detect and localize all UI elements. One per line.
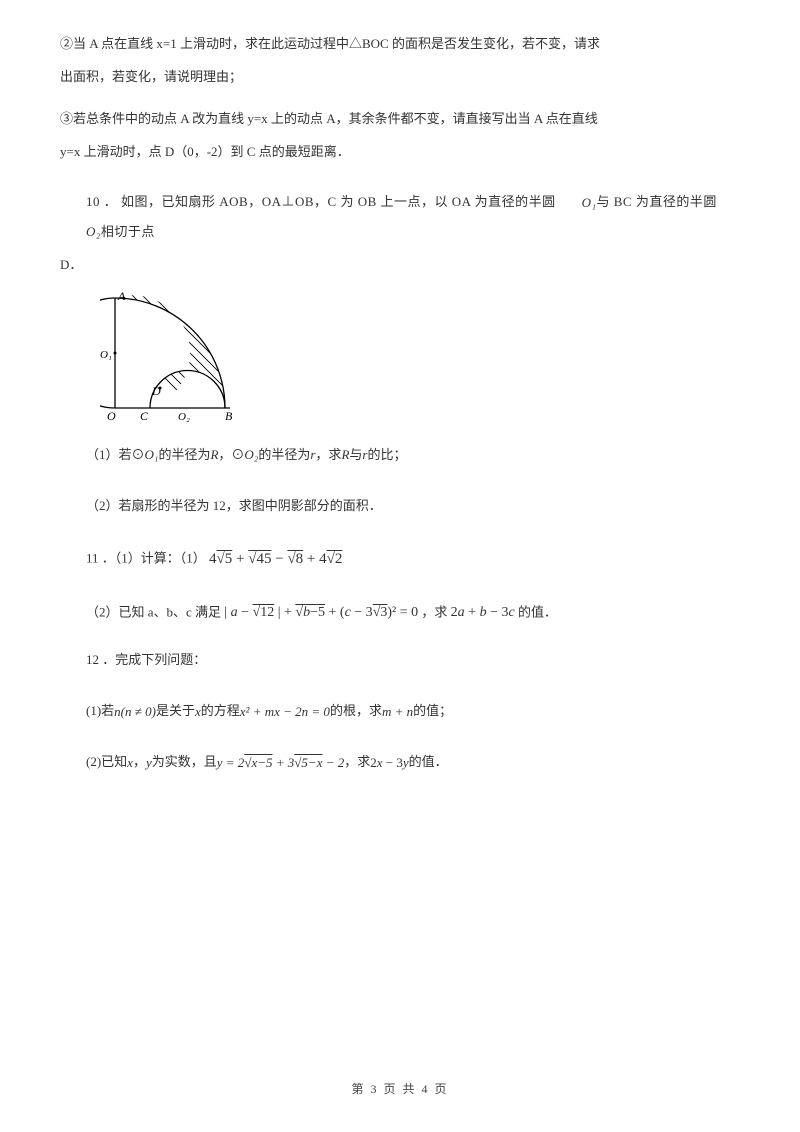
- text: 的半径为: [258, 447, 310, 462]
- text: 的根，求: [330, 703, 382, 718]
- label-o1: O₁: [100, 349, 112, 361]
- text: （2）若扇形的半径为 12，求图中阴影部分的面积．: [86, 498, 382, 513]
- question-12: 12 ．完成下列问题：: [60, 646, 740, 675]
- text: y=x 上滑动时，点 D（0，-2）到 C 点的最短距离．: [60, 144, 350, 159]
- text: 相切于点: [101, 224, 155, 239]
- question-11-2: （2）已知 a、b、c 满足 | a − √12 | + √b−5 + (c −…: [60, 598, 740, 629]
- question-12-1: (1)若n(n ≠ 0)是关于x的方程x² + mx − 2n = 0的根，求m…: [60, 697, 740, 726]
- math-n: n(n ≠ 0): [114, 698, 156, 727]
- text: (2)已知: [86, 754, 127, 769]
- text: 的半径为: [158, 447, 210, 462]
- math-o1: O₁: [556, 189, 597, 218]
- page-footer: 第 3 页 共 4 页: [0, 1076, 800, 1102]
- label-c: C: [140, 409, 149, 423]
- text: （2）已知 a、b、c 满足: [86, 604, 221, 619]
- text: 与 BC 为直径的半圆: [597, 194, 717, 209]
- math-mn: m + n: [382, 698, 413, 727]
- math-2x3y: 2x − 3y: [370, 749, 408, 778]
- geometry-diagram: A O₁ O C D O₂ B: [100, 288, 250, 423]
- footer-text: 第 3 页 共 4 页: [351, 1082, 448, 1096]
- text: 11 ．（1）计算：（1）: [86, 550, 206, 565]
- math-expr-11-1: 4√5 + √45 − √8 + 4√2: [209, 543, 342, 576]
- text: 12 ．完成下列问题：: [86, 652, 206, 667]
- text: 10 ． 如图，已知扇形 AOB，OA⊥OB，C 为 OB 上一点，以 OA 为…: [86, 194, 556, 209]
- text: ，: [133, 754, 146, 769]
- text: ，⊙: [218, 447, 244, 462]
- question-10-1: （1）若⊙O₁的半径为R，⊙O₂的半径为r，求R与r的比；: [60, 441, 740, 470]
- math-expr-11-2: | a − √12 | + √b−5 + (c − 3√3)² = 0: [224, 598, 418, 629]
- text: 与: [349, 447, 362, 462]
- text: 出面积，若变化，请说明理由；: [60, 69, 242, 84]
- text: ③若总条件中的动点 A 改为直线 y=x 上的动点 A，其余条件都不变，请直接写…: [60, 111, 598, 126]
- label-o2: O₂: [178, 411, 190, 423]
- paragraph-2: ②当 A 点在直线 x=1 上滑动时，求在此运动过程中△BOC 的面积是否发生变…: [60, 30, 740, 59]
- text: D．: [60, 257, 82, 272]
- text: ②当 A 点在直线 x=1 上滑动时，求在此运动过程中△BOC 的面积是否发生变…: [60, 36, 600, 51]
- question-12-2: (2)已知x，y为实数，且y = 2√x−5 + 3√5−x − 2，求2x −…: [60, 748, 740, 777]
- text: 的值．: [409, 754, 448, 769]
- math-eq-12-1: x² + mx − 2n = 0: [240, 698, 330, 727]
- paragraph-3-cont: y=x 上滑动时，点 D（0，-2）到 C 点的最短距离．: [60, 138, 740, 167]
- paragraph-2-cont: 出面积，若变化，请说明理由；: [60, 63, 740, 92]
- text: 为实数，且: [152, 754, 217, 769]
- question-11: 11 ．（1）计算：（1） 4√5 + √45 − √8 + 4√2: [60, 543, 740, 576]
- text: 的值；: [413, 703, 452, 718]
- text: 是关于: [156, 703, 195, 718]
- math-o1: O₁: [145, 441, 159, 470]
- question-10: 10 ． 如图，已知扇形 AOB，OA⊥OB，C 为 OB 上一点，以 OA 为…: [60, 188, 740, 247]
- math-eq-12-2: y = 2√x−5 + 3√5−x − 2: [217, 749, 344, 778]
- question-10-cont: D．: [60, 251, 740, 280]
- math-expr-11-2b: 2a + b − 3c: [451, 598, 515, 629]
- label-d: D: [151, 384, 161, 398]
- math-o2: O₂: [244, 441, 258, 470]
- text: 的方程: [201, 703, 240, 718]
- text: ，求: [344, 754, 370, 769]
- math-o2: O₂: [60, 218, 101, 247]
- text: (1)若: [86, 703, 114, 718]
- label-a: A: [117, 289, 126, 303]
- text: 的值．: [518, 604, 557, 619]
- text: （1）若⊙: [86, 447, 145, 462]
- question-10-2: （2）若扇形的半径为 12，求图中阴影部分的面积．: [60, 492, 740, 521]
- label-o: O: [107, 409, 116, 423]
- paragraph-3: ③若总条件中的动点 A 改为直线 y=x 上的动点 A，其余条件都不变，请直接写…: [60, 105, 740, 134]
- text: ，求: [421, 604, 447, 619]
- text: 的比；: [367, 447, 406, 462]
- label-b: B: [225, 409, 233, 423]
- text: ，求: [315, 447, 341, 462]
